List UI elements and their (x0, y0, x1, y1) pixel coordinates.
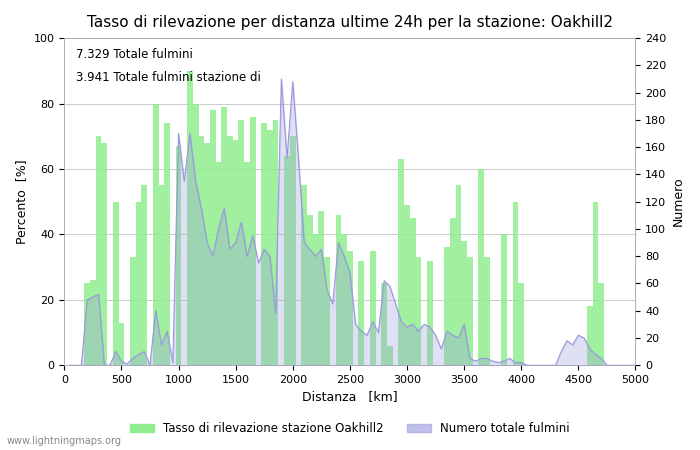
Text: 7.329 Totale fulmini: 7.329 Totale fulmini (76, 48, 192, 61)
Bar (416, 257, 421, 365)
Bar (233, 140, 239, 365)
Bar (410, 218, 416, 365)
Bar (199, 136, 204, 365)
Bar (141, 185, 147, 365)
Bar (102, 143, 107, 365)
Bar (176, 146, 181, 365)
Text: 3.941 Totale fulmini stazione di: 3.941 Totale fulmini stazione di (76, 71, 260, 84)
Bar (284, 156, 290, 365)
Bar (290, 136, 295, 365)
Bar (512, 202, 519, 365)
Bar (267, 130, 273, 365)
Bar (404, 205, 410, 365)
Bar (216, 162, 221, 365)
Bar (598, 284, 604, 365)
Bar (227, 136, 233, 365)
Bar (136, 202, 141, 365)
Bar (450, 218, 456, 365)
Bar (342, 234, 347, 365)
Bar (347, 251, 353, 365)
Bar (335, 215, 342, 365)
Bar (456, 185, 461, 365)
Bar (261, 123, 267, 365)
Bar (187, 71, 192, 365)
Bar (519, 284, 524, 365)
Bar (164, 123, 170, 365)
Bar (484, 257, 490, 365)
Bar (221, 107, 227, 365)
Y-axis label: Percento  [%]: Percento [%] (15, 159, 28, 244)
Bar (84, 284, 90, 365)
Bar (593, 202, 598, 365)
Bar (113, 202, 118, 365)
Bar (318, 212, 324, 365)
Bar (250, 117, 255, 365)
Bar (118, 323, 125, 365)
Bar (467, 257, 473, 365)
Bar (382, 284, 387, 365)
Bar (193, 104, 199, 365)
X-axis label: Distanza   [km]: Distanza [km] (302, 391, 398, 404)
Bar (239, 120, 244, 365)
Bar (398, 159, 404, 365)
Legend: Tasso di rilevazione stazione Oakhill2, Numero totale fulmini: Tasso di rilevazione stazione Oakhill2, … (125, 417, 575, 440)
Title: Tasso di rilevazione per distanza ultime 24h per la stazione: Oakhill2: Tasso di rilevazione per distanza ultime… (87, 15, 613, 30)
Bar (313, 234, 319, 365)
Bar (307, 215, 313, 365)
Bar (301, 185, 307, 365)
Bar (158, 185, 164, 365)
Bar (587, 306, 593, 365)
Bar (273, 120, 279, 365)
Text: www.lightningmaps.org: www.lightningmaps.org (7, 436, 122, 446)
Bar (501, 234, 507, 365)
Bar (370, 251, 376, 365)
Bar (90, 280, 96, 365)
Bar (210, 110, 216, 365)
Bar (130, 257, 136, 365)
Bar (444, 248, 450, 365)
Bar (244, 162, 250, 365)
Bar (96, 136, 101, 365)
Bar (204, 143, 210, 365)
Y-axis label: Numero: Numero (672, 177, 685, 226)
Bar (461, 241, 467, 365)
Bar (387, 346, 393, 365)
Bar (153, 104, 158, 365)
Bar (478, 169, 484, 365)
Bar (324, 257, 330, 365)
Bar (427, 261, 433, 365)
Bar (358, 261, 364, 365)
